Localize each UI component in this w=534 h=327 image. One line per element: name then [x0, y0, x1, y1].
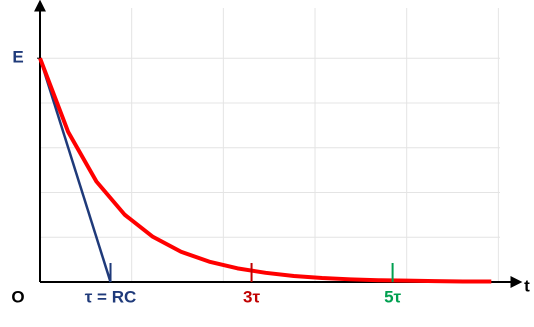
- x-tick-label: 5τ: [384, 287, 401, 306]
- x-tick-label: τ = RC: [85, 287, 137, 306]
- y-tick-label: E: [12, 48, 23, 67]
- x-tick-label: O: [11, 287, 24, 306]
- x-axis-label: t: [524, 276, 530, 295]
- tangent-line: [38, 57, 112, 283]
- x-tick-label: 3τ: [243, 287, 260, 306]
- decay-curve: [38, 57, 492, 284]
